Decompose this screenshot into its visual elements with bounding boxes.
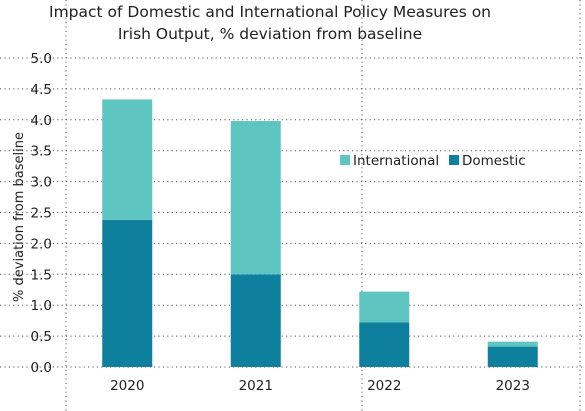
bars bbox=[102, 99, 538, 367]
x-tick-label: 2020 bbox=[110, 378, 144, 394]
y-tick-label: 1.0 bbox=[31, 298, 52, 314]
chart-title-line-2: Irish Output, % deviation from baseline bbox=[118, 25, 422, 43]
y-tick-label: 5.0 bbox=[31, 51, 52, 67]
y-tick-label: 0.0 bbox=[31, 360, 52, 376]
legend-swatch-domestic bbox=[449, 155, 459, 165]
chart-title-line-1: Impact of Domestic and International Pol… bbox=[49, 3, 491, 21]
y-tick-label: 2.0 bbox=[31, 236, 52, 252]
bar-domestic-2022 bbox=[359, 322, 410, 367]
y-tick-label: 4.5 bbox=[31, 82, 52, 98]
y-axis-label: % deviation from baseline bbox=[12, 132, 27, 302]
bar-international-2020 bbox=[102, 99, 153, 220]
y-tick-label: 4.0 bbox=[31, 113, 52, 129]
x-tick-label: 2021 bbox=[239, 378, 273, 394]
bar-international-2021 bbox=[230, 121, 281, 275]
x-tick-label: 2023 bbox=[496, 378, 530, 394]
y-tick-label: 0.5 bbox=[31, 329, 52, 345]
bar-domestic-2020 bbox=[102, 219, 153, 367]
bar-international-2022 bbox=[359, 291, 410, 323]
legend-swatch-international bbox=[340, 155, 350, 165]
legend-label-domestic: Domestic bbox=[462, 153, 526, 169]
axes: 0.0 0.5 1.0 1.5 2.0 2.5 3.0 3.5 4.0 4.5 5.0 2020 202… bbox=[31, 51, 530, 394]
bar-domestic-2023 bbox=[487, 346, 538, 367]
y-tick-label: 1.5 bbox=[31, 267, 52, 283]
y-tick-label: 3.0 bbox=[31, 175, 52, 191]
legend: International Domestic bbox=[340, 153, 526, 169]
y-tick-label: 2.5 bbox=[31, 206, 52, 222]
x-tick-label: 2022 bbox=[367, 378, 401, 394]
bar-international-2023 bbox=[487, 341, 538, 347]
y-tick-label: 3.5 bbox=[31, 144, 52, 160]
bar-domestic-2021 bbox=[230, 274, 281, 367]
legend-label-international: International bbox=[353, 153, 439, 169]
